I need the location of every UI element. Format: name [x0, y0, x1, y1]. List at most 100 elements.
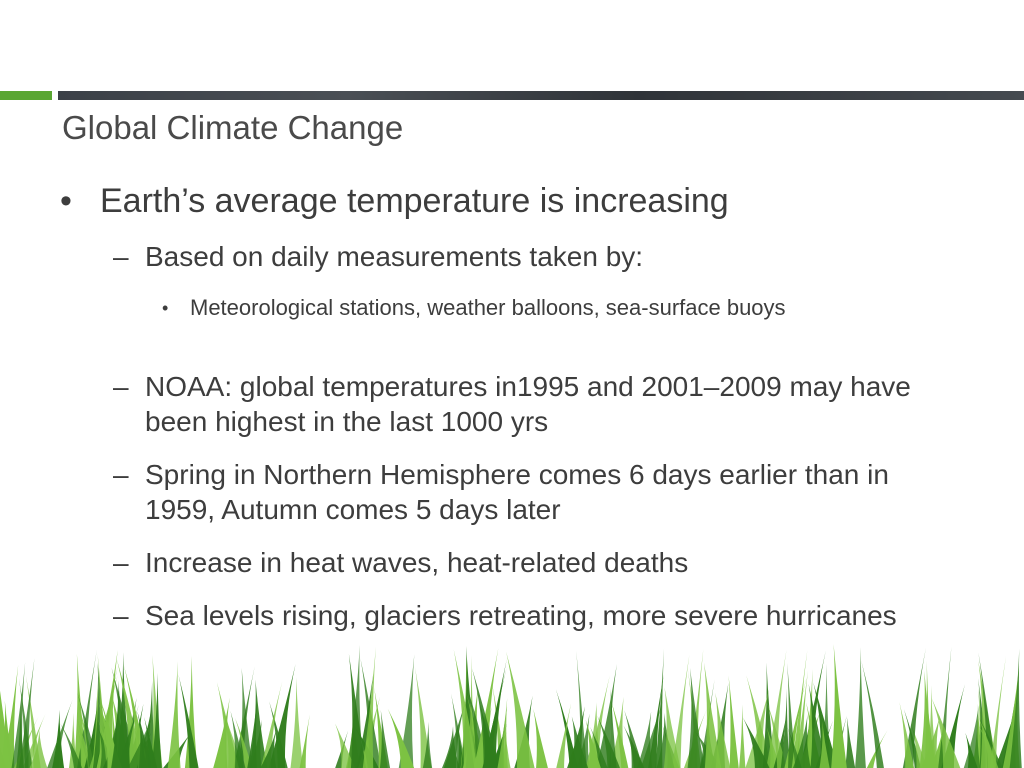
bullet-marker: • — [60, 182, 72, 220]
grass-blade — [216, 682, 239, 768]
slide-title: Global Climate Change — [62, 109, 404, 146]
grass-blade — [1009, 648, 1022, 768]
bullet-text: Sea levels rising, glaciers retreating, … — [145, 600, 897, 631]
grass-blade — [663, 687, 681, 768]
grass-blade — [230, 710, 246, 768]
grass-blade — [978, 661, 998, 768]
grass-blade — [855, 647, 866, 768]
grass-blade — [739, 704, 746, 768]
grass-blade — [671, 654, 690, 768]
bullet-text: Meteorological stations, weather balloon… — [190, 295, 786, 320]
dash-marker: – — [113, 371, 129, 402]
grass-blade — [924, 660, 932, 768]
grass-blade — [624, 710, 644, 768]
bullet-level2: – Increase in heat waves, heat-related d… — [113, 545, 945, 580]
grass-blade — [978, 652, 996, 768]
bullet-level2: – Based on daily measurements taken by: — [113, 239, 945, 274]
grass-blade — [655, 648, 665, 768]
grass-blade — [299, 714, 310, 768]
grass-blade — [453, 649, 478, 768]
grass-blade — [819, 721, 830, 768]
grass-blade — [555, 689, 578, 768]
grass-blade — [715, 692, 731, 768]
grass-blade — [978, 686, 986, 768]
grass-blade — [497, 698, 508, 768]
grass-blade — [490, 723, 507, 768]
grass-blade — [571, 716, 589, 768]
grass-blade — [576, 713, 590, 768]
grass-blade — [422, 721, 433, 768]
grass-blade — [931, 698, 961, 768]
grass-blade — [742, 717, 770, 768]
grass-blade — [111, 680, 130, 768]
grass-blade — [899, 701, 915, 768]
grass-blade — [235, 718, 253, 768]
grass-blade — [151, 672, 162, 768]
dash-marker: – — [113, 547, 129, 578]
bullet-text: Increase in heat waves, heat-related dea… — [145, 547, 689, 578]
grass-blade — [362, 646, 376, 768]
bullet-level2: – Spring in Northern Hemisphere comes 6 … — [113, 457, 945, 527]
grass-blade — [597, 715, 620, 768]
grass-blade — [117, 705, 139, 768]
grass-blade — [441, 726, 460, 768]
grass-blade — [260, 681, 283, 768]
grass-blade — [387, 708, 415, 768]
grass-blade — [965, 732, 978, 768]
bullet-level3: • Meteorological stations, weather ballo… — [162, 293, 910, 323]
grass-blade — [0, 690, 11, 768]
grass-blade — [167, 661, 181, 768]
bullet-level1: • Earth’s average temperature is increas… — [60, 180, 729, 222]
bullet-text: Spring in Northern Hemisphere comes 6 da… — [145, 459, 889, 525]
grass-blade — [797, 707, 822, 768]
grass-blade — [989, 656, 1007, 768]
bullet-marker: • — [162, 298, 169, 318]
grass-blade — [29, 729, 48, 768]
grass-blade — [379, 709, 391, 768]
grass-blade — [290, 677, 304, 768]
grass-blade — [60, 723, 83, 768]
bullet-text: NOAA: global temperatures in1995 and 200… — [145, 371, 911, 437]
grass-blade — [787, 663, 796, 768]
grass-blade — [780, 688, 790, 768]
grass-blade — [791, 650, 808, 768]
grass-blade — [813, 682, 838, 768]
grass-blade — [766, 701, 787, 768]
grass-blade — [97, 654, 109, 768]
grass-blade — [556, 703, 572, 768]
grass-blade — [97, 727, 117, 768]
dash-marker: – — [113, 459, 129, 490]
grass-blade — [808, 683, 828, 768]
grass-blade — [963, 705, 981, 768]
grass-blade — [704, 662, 722, 768]
bullet-text: Based on daily measurements taken by: — [145, 241, 644, 272]
grass-blade — [610, 698, 629, 768]
grass-blade — [861, 660, 884, 768]
grass-blade — [52, 709, 65, 768]
grass-blade — [178, 674, 199, 768]
grass-blade — [920, 715, 941, 768]
header-accent-bar-green — [0, 91, 52, 100]
grass-blade — [18, 658, 35, 768]
dash-marker: – — [113, 600, 129, 631]
grass-blade — [472, 668, 500, 768]
grass-blade — [335, 723, 356, 768]
grass-blade — [978, 678, 990, 768]
grass-blade — [260, 731, 277, 768]
grass-blade — [831, 644, 847, 768]
grass-blade — [687, 667, 705, 768]
grass-blade — [728, 675, 739, 768]
grass-blade — [506, 651, 535, 768]
header-accent-bar-dark — [58, 91, 1024, 100]
grass-blade — [2, 664, 19, 768]
grass-blade — [585, 719, 601, 768]
grass-blade — [398, 654, 415, 768]
grass-blade — [247, 695, 258, 768]
bullet-level2: – NOAA: global temperatures in1995 and 2… — [113, 369, 945, 439]
dash-marker: – — [113, 241, 129, 272]
grass-blade — [482, 659, 507, 768]
grass-blade — [576, 650, 587, 768]
grass-blade — [902, 647, 926, 768]
grass-blade — [348, 653, 366, 768]
grass-blade — [637, 711, 653, 768]
